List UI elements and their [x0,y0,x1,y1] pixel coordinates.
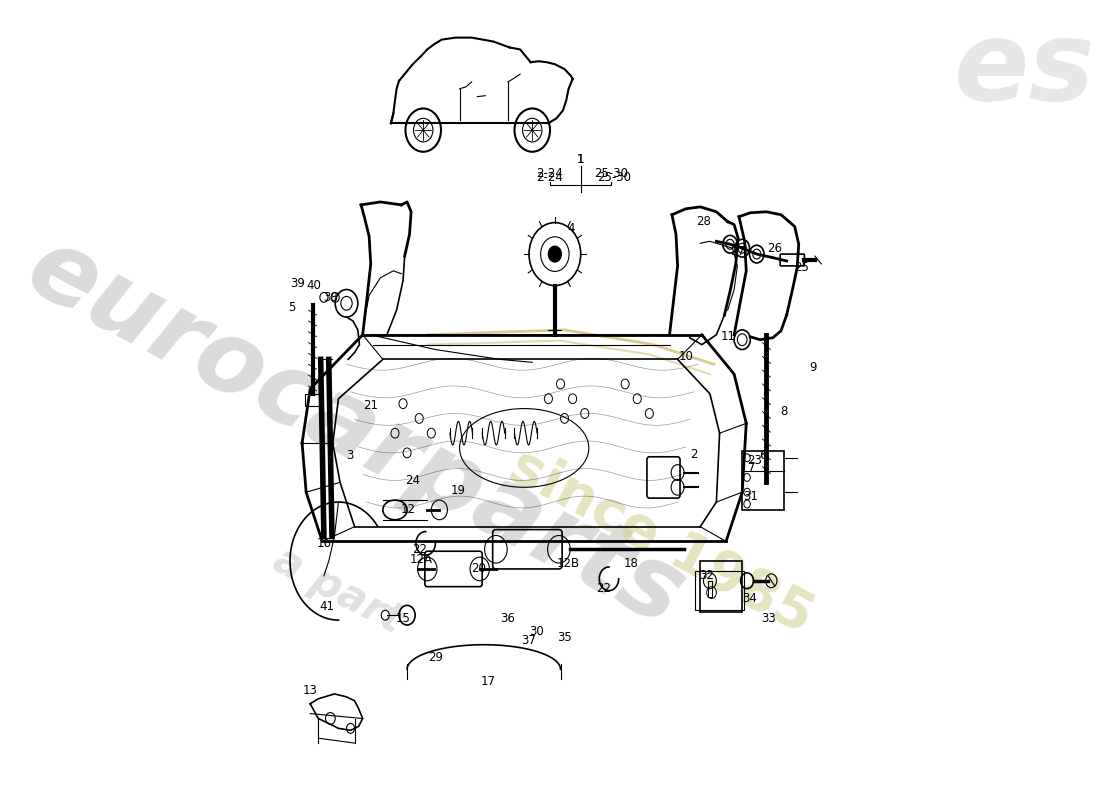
Text: 17: 17 [481,674,495,688]
Text: 12: 12 [400,503,416,517]
Text: 10: 10 [679,350,693,363]
Text: 23: 23 [747,454,762,467]
Bar [701,561,743,612]
Text: 9: 9 [810,361,817,374]
Text: a part: a part [266,539,410,642]
Text: 24: 24 [405,474,420,487]
Text: 2-24: 2-24 [537,167,563,180]
Text: 2: 2 [690,448,697,462]
Text: 31: 31 [742,490,758,502]
Text: 35: 35 [558,631,572,644]
Text: 34: 34 [742,592,757,605]
Text: 2-24: 2-24 [537,171,563,184]
Text: 29: 29 [428,651,443,664]
Text: 7: 7 [748,461,756,474]
Text: 5: 5 [288,301,295,314]
Text: 25: 25 [794,262,808,274]
Text: 8: 8 [781,405,788,418]
Text: 12B: 12B [557,557,580,570]
Text: 3: 3 [346,450,353,462]
Text: 11: 11 [720,330,735,343]
Text: eurocarparts: eurocarparts [10,219,700,647]
Circle shape [549,246,561,262]
Bar [305,394,321,406]
Text: 4: 4 [568,222,575,235]
Text: 30: 30 [529,626,543,638]
Text: 39: 39 [290,277,306,290]
Bar [742,451,784,510]
Text: 26: 26 [767,242,782,254]
Text: 1: 1 [578,153,584,166]
Text: 20: 20 [471,562,485,575]
Text: 27: 27 [730,245,745,258]
Text: 12A: 12A [409,553,432,566]
Text: 19: 19 [451,484,465,497]
Text: 16: 16 [317,537,331,550]
Bar [695,571,744,610]
Text: 37: 37 [520,634,536,647]
Text: 15: 15 [396,612,410,625]
Text: 40: 40 [307,279,321,292]
Text: 32: 32 [700,570,714,582]
Text: 33: 33 [761,612,776,625]
Text: es: es [954,16,1096,122]
Text: 28: 28 [696,215,711,228]
Text: 21: 21 [363,399,378,412]
Text: 25-30: 25-30 [597,171,631,184]
Text: 1: 1 [578,153,584,166]
Text: 6: 6 [759,450,767,462]
Text: 41: 41 [320,600,334,613]
Text: 22: 22 [411,542,427,556]
Text: 25-30: 25-30 [594,167,628,180]
Text: 36: 36 [500,612,516,625]
Text: 38: 38 [323,291,338,304]
Text: 22: 22 [596,582,612,595]
Text: 18: 18 [624,557,638,570]
Text: 13: 13 [302,685,318,698]
Text: since 1985: since 1985 [500,438,823,644]
